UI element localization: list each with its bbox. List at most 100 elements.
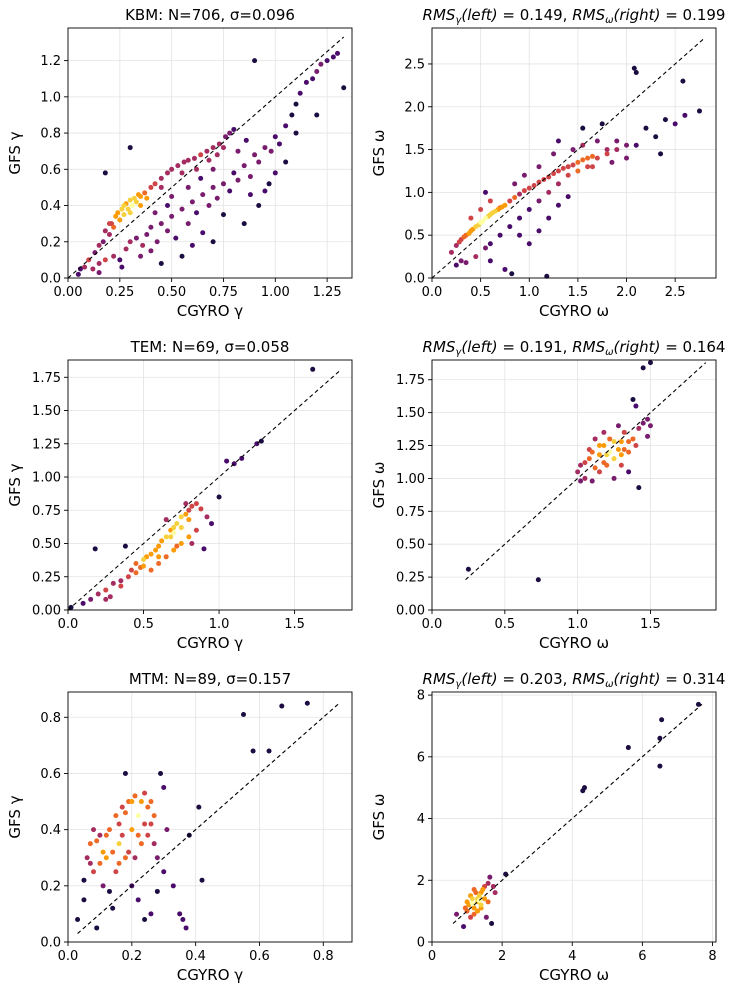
data-point bbox=[517, 191, 523, 197]
y-tick-label: 1.00 bbox=[396, 472, 425, 487]
data-point bbox=[94, 925, 100, 931]
data-point bbox=[145, 832, 151, 838]
x-tick-label: 1.25 bbox=[313, 285, 342, 300]
data-point bbox=[536, 198, 542, 204]
x-tick-label: 0.0 bbox=[422, 285, 443, 300]
data-point bbox=[158, 184, 164, 190]
data-point bbox=[148, 551, 154, 557]
data-point bbox=[604, 147, 610, 153]
data-point bbox=[185, 221, 191, 227]
y-tick-label: 0.4 bbox=[40, 823, 61, 838]
data-point bbox=[177, 911, 183, 917]
data-point bbox=[618, 452, 624, 458]
data-point bbox=[189, 503, 195, 509]
data-point bbox=[148, 821, 154, 827]
data-point bbox=[517, 215, 523, 221]
data-point bbox=[480, 218, 486, 224]
data-point bbox=[535, 577, 541, 583]
data-point bbox=[565, 172, 571, 178]
axes-frame bbox=[67, 359, 353, 611]
data-point bbox=[463, 260, 469, 266]
data-point bbox=[615, 446, 621, 452]
panel-title: KBM: N=706, σ=0.096 bbox=[125, 6, 295, 24]
data-point bbox=[448, 249, 454, 255]
data-point bbox=[103, 596, 109, 602]
data-point bbox=[121, 203, 127, 209]
data-point bbox=[485, 899, 491, 905]
data-point bbox=[657, 763, 663, 769]
data-point bbox=[262, 145, 268, 151]
data-point bbox=[314, 112, 320, 118]
data-point bbox=[122, 810, 128, 816]
data-point bbox=[575, 159, 581, 165]
x-tick-label: 1.5 bbox=[568, 285, 589, 300]
data-point bbox=[630, 396, 636, 402]
data-point bbox=[179, 253, 185, 259]
data-point bbox=[570, 147, 576, 153]
data-point bbox=[487, 198, 493, 204]
data-point bbox=[127, 239, 133, 245]
data-point bbox=[633, 142, 639, 148]
data-point bbox=[580, 125, 586, 131]
data-point bbox=[256, 203, 262, 209]
data-point bbox=[262, 188, 268, 194]
data-point bbox=[609, 159, 615, 165]
data-point bbox=[210, 184, 216, 190]
data-point bbox=[129, 203, 135, 209]
data-point bbox=[580, 157, 586, 163]
data-point bbox=[144, 195, 150, 201]
data-point bbox=[482, 215, 488, 221]
data-point bbox=[318, 61, 324, 67]
data-point bbox=[189, 199, 195, 205]
data-point bbox=[193, 527, 199, 533]
data-point bbox=[97, 832, 103, 838]
data-point bbox=[592, 436, 598, 442]
data-point bbox=[293, 101, 299, 107]
data-point bbox=[121, 212, 127, 218]
data-point bbox=[151, 841, 157, 847]
data-point bbox=[626, 469, 632, 475]
x-tick-label: 6 bbox=[638, 949, 646, 964]
data-point bbox=[115, 210, 121, 216]
data-point bbox=[596, 469, 602, 475]
panel-title: RMSγ(left) = 0.149, RMSω(right) = 0.199 bbox=[423, 6, 726, 26]
data-point bbox=[283, 123, 289, 129]
data-point bbox=[633, 70, 639, 76]
data-point bbox=[555, 181, 561, 187]
data-point bbox=[614, 138, 620, 144]
data-point bbox=[131, 195, 137, 201]
data-point bbox=[174, 543, 180, 549]
data-point bbox=[272, 170, 278, 176]
data-point bbox=[223, 134, 229, 140]
data-point bbox=[585, 164, 591, 170]
y-tick-label: 1.25 bbox=[32, 437, 61, 452]
data-point bbox=[489, 210, 495, 216]
data-point bbox=[482, 896, 488, 902]
y-axis-label: GFS ω bbox=[370, 130, 388, 177]
data-point bbox=[81, 877, 87, 883]
data-point bbox=[178, 514, 184, 520]
data-point bbox=[106, 827, 112, 833]
data-point bbox=[483, 914, 489, 920]
data-point bbox=[657, 735, 663, 741]
x-axis-label: CGYRO ω bbox=[539, 966, 609, 984]
data-point bbox=[111, 224, 117, 230]
identity-line bbox=[431, 37, 705, 279]
data-point bbox=[214, 195, 220, 201]
data-point bbox=[163, 554, 169, 560]
data-point bbox=[625, 745, 631, 751]
axes-frame bbox=[431, 691, 717, 943]
y-tick-label: 2.5 bbox=[404, 57, 425, 72]
y-axis-label: GFS ω bbox=[370, 794, 388, 841]
data-point bbox=[169, 213, 175, 219]
data-point bbox=[478, 902, 484, 908]
data-point bbox=[183, 511, 189, 517]
data-point bbox=[127, 210, 133, 216]
data-point bbox=[497, 232, 503, 238]
data-point bbox=[178, 541, 184, 547]
data-point bbox=[458, 258, 464, 264]
data-point bbox=[152, 210, 158, 216]
data-point bbox=[210, 145, 216, 151]
data-point bbox=[183, 925, 189, 931]
x-axis-label: CGYRO γ bbox=[177, 966, 244, 984]
